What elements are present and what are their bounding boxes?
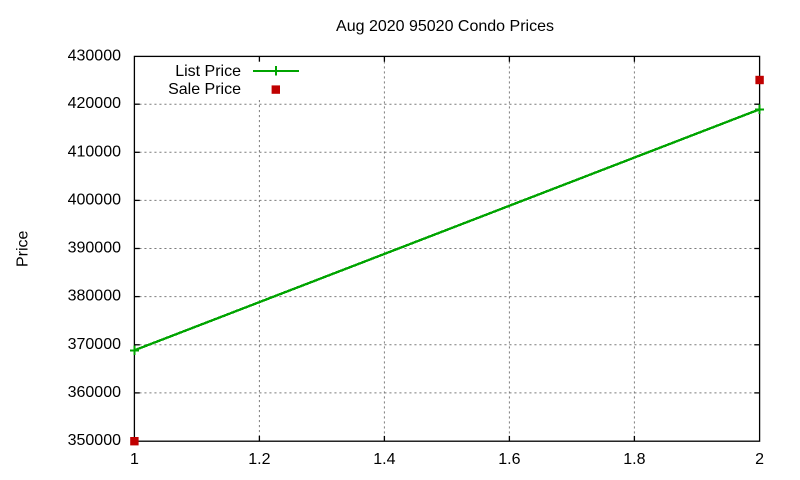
svg-text:Price: Price	[15, 230, 32, 267]
svg-text:Aug 2020 95020 Condo Prices: Aug 2020 95020 Condo Prices	[336, 18, 554, 35]
svg-text:1.4: 1.4	[373, 451, 395, 468]
svg-text:2: 2	[755, 451, 764, 468]
svg-text:350000: 350000	[68, 432, 121, 449]
svg-text:400000: 400000	[68, 191, 121, 208]
svg-text:370000: 370000	[68, 336, 121, 353]
svg-text:1.6: 1.6	[498, 451, 520, 468]
svg-text:Sale Price: Sale Price	[168, 81, 241, 98]
svg-text:1: 1	[130, 451, 139, 468]
svg-text:380000: 380000	[68, 288, 121, 305]
svg-text:390000: 390000	[68, 240, 121, 257]
svg-text:420000: 420000	[68, 95, 121, 112]
svg-text:1.2: 1.2	[248, 451, 270, 468]
svg-text:1.8: 1.8	[623, 451, 645, 468]
svg-text:430000: 430000	[68, 47, 121, 64]
svg-text:List Price: List Price	[175, 63, 241, 80]
svg-text:360000: 360000	[68, 384, 121, 401]
svg-text:410000: 410000	[68, 143, 121, 160]
